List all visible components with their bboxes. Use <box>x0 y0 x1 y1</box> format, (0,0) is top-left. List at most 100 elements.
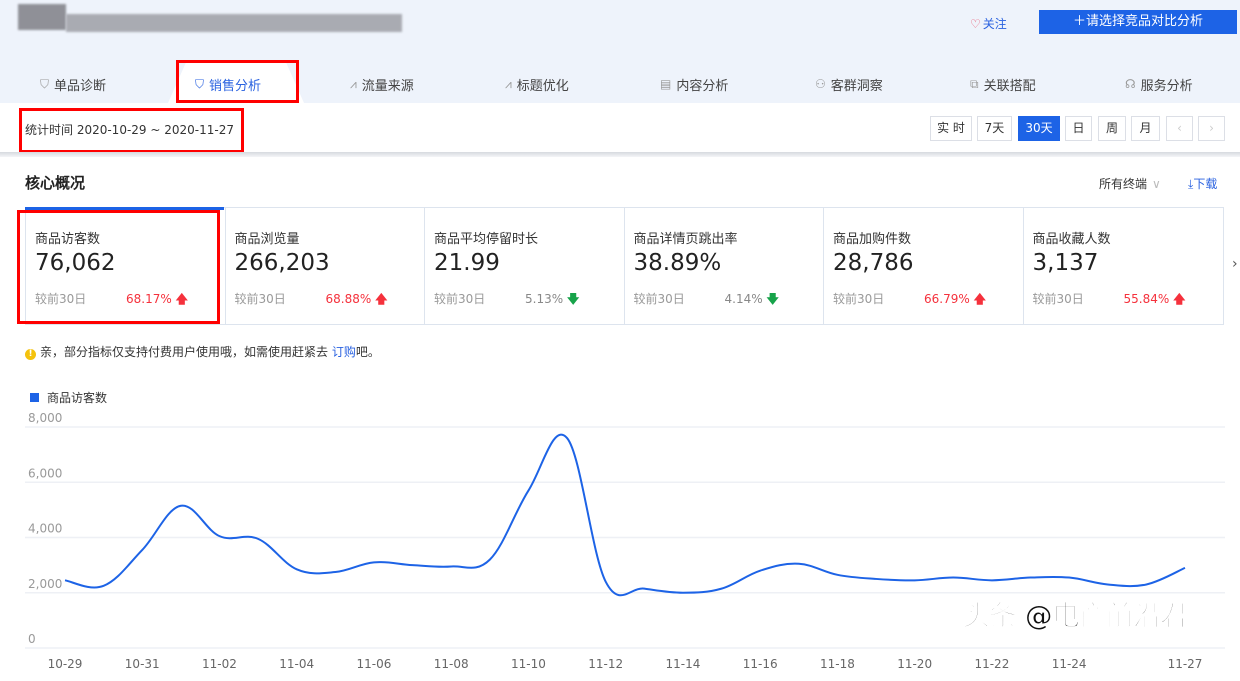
tab-label: 客群洞察 <box>830 78 883 94</box>
notice-suffix: 吧。 <box>355 345 380 359</box>
bag-icon: ⛉ <box>195 76 205 91</box>
time-button[interactable]: 7天 <box>977 116 1012 141</box>
line-chart-icon: ⩘ <box>350 76 357 91</box>
metric-label: 商品收藏人数 <box>1032 232 1111 247</box>
prev-button[interactable]: ‹ <box>1166 116 1193 141</box>
tab-label: 内容分析 <box>676 78 729 94</box>
document-icon: ▤ <box>660 77 672 91</box>
time-button[interactable]: 月 <box>1131 116 1160 141</box>
tab-4[interactable]: ⩘ 标题优化 <box>505 74 569 94</box>
x-tick-label: 11-16 <box>743 657 778 671</box>
blurred-product-image <box>18 4 66 30</box>
metric-value: 38.89% <box>633 250 722 276</box>
time-button[interactable]: 日 <box>1065 116 1092 141</box>
metric-card[interactable]: 商品详情页跳出率 38.89% 较前30日 4.14% 🡇 <box>625 208 824 324</box>
section-title: 核心概况 <box>25 174 86 192</box>
change-value: 68.88% <box>325 292 372 306</box>
time-button[interactable]: 周 <box>1098 116 1126 141</box>
metric-change: 55.84% 🡅 <box>1124 290 1186 311</box>
tab-3[interactable]: ⩘ 流量来源 <box>350 74 414 94</box>
tab-6[interactable]: ⚇ 客群洞察 <box>815 74 883 94</box>
metric-compare-label: 较前30日 <box>35 292 87 306</box>
line-chart-icon: ⩘ <box>505 76 512 91</box>
warning-icon: ! <box>25 349 36 360</box>
metric-value: 21.99 <box>434 250 500 276</box>
x-tick-label: 11-10 <box>511 657 546 671</box>
download-button[interactable]: ⤓下载 <box>1188 175 1217 192</box>
y-tick-label: 6,000 <box>28 466 62 480</box>
line-chart: 0 2,000 4,000 6,000 8,000 10-29 10-31 11-02 11-0… <box>25 411 1225 671</box>
tab-7[interactable]: ⧉ 关联搭配 <box>970 74 1036 94</box>
metric-compare-label: 较前30日 <box>633 292 685 306</box>
metric-change: 4.14% 🡇 <box>725 290 779 311</box>
change-value: 68.17% <box>126 292 172 306</box>
arrow-down-icon: 🡇 <box>766 292 779 306</box>
metric-value: 266,203 <box>234 250 330 276</box>
legend-swatch <box>30 393 39 402</box>
headset-icon: ☊ <box>1125 77 1136 91</box>
x-tick-label: 11-14 <box>665 657 700 671</box>
change-value: 4.14% <box>724 292 763 306</box>
metric-value: 3,137 <box>1032 250 1099 276</box>
tab-2[interactable]: ⛉ 销售分析 <box>195 74 261 94</box>
metric-card[interactable]: 商品收藏人数 3,137 较前30日 55.84% 🡅 <box>1024 208 1224 324</box>
metric-label: 商品加购件数 <box>833 232 912 247</box>
watermark: 头条 @电商前沿君 <box>962 599 1189 632</box>
subscribe-link[interactable]: 订购 <box>331 345 356 359</box>
metric-compare-label: 较前30日 <box>833 292 885 306</box>
compare-button[interactable]: ＋请选择竞品对比分析 <box>1039 10 1237 34</box>
tab-label: 服务分析 <box>1140 78 1193 94</box>
y-tick-label: 8,000 <box>28 411 62 425</box>
metric-card[interactable]: 商品访客数 76,062 较前30日 68.17% 🡅 <box>26 208 226 324</box>
terminal-select[interactable]: 所有终端 ∨ <box>1099 175 1161 192</box>
change-value: 55.84% <box>1123 292 1170 306</box>
metric-card[interactable]: 商品浏览量 266,203 较前30日 68.88% 🡅 <box>226 208 425 324</box>
x-tick-label: 11-04 <box>279 657 314 671</box>
notice-text: 亲，部分指标仅支持付费用户使用哦，如需使用赶紧去 <box>40 345 332 359</box>
tab-label: 销售分析 <box>209 78 262 94</box>
x-tick-label: 11-12 <box>588 657 623 671</box>
metric-value: 76,062 <box>35 250 116 276</box>
metric-compare-label: 较前30日 <box>1032 292 1084 306</box>
metric-change: 5.13% 🡇 <box>525 290 579 311</box>
tab-5[interactable]: ▤ 内容分析 <box>660 74 728 94</box>
metric-card[interactable]: 商品平均停留时长 21.99 较前30日 5.13% 🡇 <box>425 208 625 324</box>
divider <box>0 152 1240 157</box>
metric-card[interactable]: 商品加购件数 28,786 较前30日 66.79% 🡅 <box>824 208 1024 324</box>
follow-button[interactable]: ♡ 关注 <box>970 15 1007 32</box>
notice: ! 亲，部分指标仅支持付费用户使用哦，如需使用赶紧去 订购吧。 <box>25 343 380 360</box>
x-tick-label: 11-18 <box>820 657 855 671</box>
blurred-product-title <box>66 14 402 32</box>
chart-legend[interactable]: 商品访客数 <box>30 389 107 406</box>
tab-label: 流量来源 <box>361 78 414 94</box>
arrow-up-icon: 🡅 <box>973 292 986 306</box>
tab-1[interactable]: ⛉ 单品诊断 <box>40 74 106 94</box>
x-tick-label: 11-02 <box>202 657 237 671</box>
next-button[interactable]: › <box>1198 116 1225 141</box>
x-tick-label: 11-27 <box>1168 657 1203 671</box>
chevron-down-icon: ∨ <box>1152 177 1161 191</box>
change-value: 5.13% <box>525 292 564 306</box>
link-icon: ⧉ <box>970 76 979 91</box>
users-icon: ⚇ <box>815 77 826 91</box>
plus-icon: ＋ <box>1072 14 1086 29</box>
arrow-down-icon: 🡇 <box>566 292 580 306</box>
bag-icon: ⛉ <box>40 76 50 91</box>
x-tick-label: 11-22 <box>974 657 1009 671</box>
heart-icon: ♡ <box>970 17 981 31</box>
chevron-right-icon[interactable]: › <box>1232 256 1238 272</box>
download-label: 下载 <box>1193 177 1218 191</box>
x-tick-label: 11-20 <box>897 657 932 671</box>
metric-change: 68.88% 🡅 <box>326 290 388 311</box>
metric-label: 商品访客数 <box>35 232 101 247</box>
time-button[interactable]: 实 时 <box>930 116 972 141</box>
time-button[interactable]: 30天 <box>1018 116 1060 141</box>
metric-label: 商品详情页跳出率 <box>633 232 738 247</box>
tab-8[interactable]: ☊ 服务分析 <box>1125 74 1193 94</box>
metric-change: 68.17% 🡅 <box>126 290 188 311</box>
active-tab-background <box>168 60 304 103</box>
follow-label: 关注 <box>982 17 1007 31</box>
arrow-up-icon: 🡅 <box>175 292 188 306</box>
metric-label: 商品平均停留时长 <box>434 232 539 247</box>
metric-label: 商品浏览量 <box>234 232 300 247</box>
